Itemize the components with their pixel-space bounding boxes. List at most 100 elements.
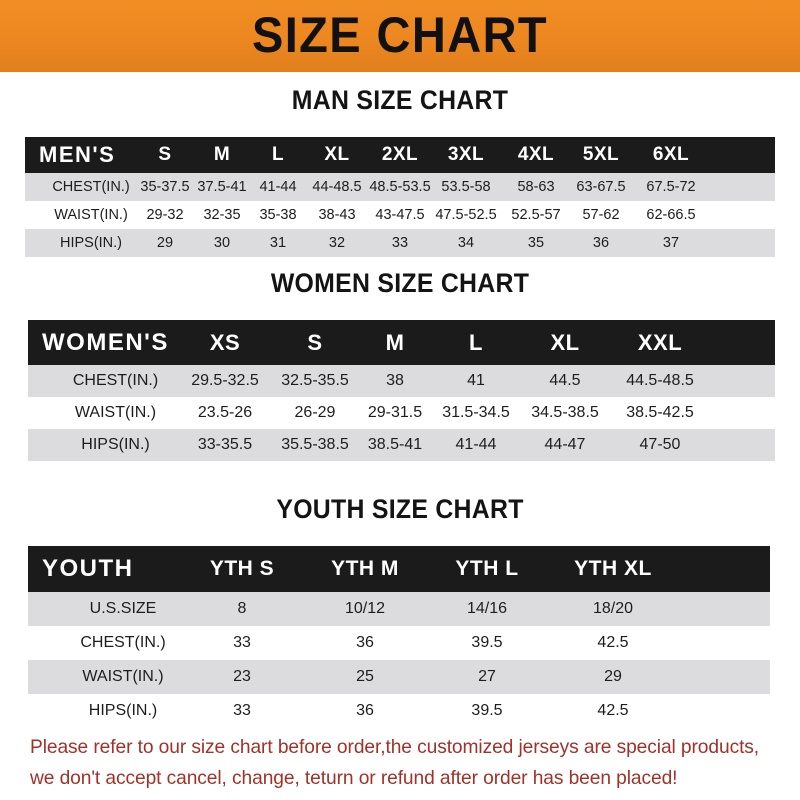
women-column-header: S (307, 329, 323, 355)
men-column-header: 5XL (582, 144, 620, 165)
women-size-chart-table: WOMEN'S XS S M L XL XXL CHEST(IN.) 29.5-32.5 32.5… (28, 320, 775, 461)
youth-row-label: U.S.SIZE (89, 600, 157, 617)
women-cell: 38.5-42.5 (626, 404, 694, 421)
youth-cell: 33 (233, 702, 251, 719)
women-cell: 34.5-38.5 (531, 404, 599, 421)
women-cell: 38.5-41 (367, 436, 423, 453)
men-cell: 38-43 (318, 207, 356, 223)
men-column-header: 3XL (447, 144, 485, 165)
women-cell: 32.5-35.5 (281, 372, 349, 389)
men-row-label: HIPS(IN.) (59, 235, 123, 251)
men-row: WAIST(IN.) 29-32 32-35 35-38 38-43 43-47.5 47.… (25, 201, 775, 229)
men-cell: 29 (156, 235, 174, 251)
women-row-label: CHEST(IN.) (72, 372, 159, 389)
men-column-header: 6XL (652, 144, 690, 165)
women-cell: 29-31.5 (367, 404, 423, 421)
youth-corner-label: YOUTH (42, 555, 134, 582)
youth-row-label: CHEST(IN.) (80, 634, 166, 651)
women-header-row: WOMEN'S XS S M L XL XXL (28, 320, 775, 365)
men-cell: 34 (457, 235, 475, 251)
men-cell: 37.5-41 (197, 179, 247, 195)
men-cell: 58-63 (517, 179, 555, 195)
page-title: SIZE CHART (251, 7, 549, 63)
youth-cell: 8 (237, 600, 247, 617)
women-row: CHEST(IN.) 29.5-32.5 32.5-35.5 38 41 44.5 44.5… (28, 365, 775, 397)
youth-cell: 25 (356, 668, 374, 685)
women-cell: 44-47 (544, 436, 586, 453)
men-size-chart-table: MEN'S S M L XL 2XL 3XL 4XL 5XL 6XL CHEST(IN.) 35-37… (25, 137, 775, 257)
youth-cell: 27 (478, 668, 496, 685)
youth-cell: 36 (356, 702, 374, 719)
youth-row: CHEST(IN.) 33 36 39.5 42.5 (28, 626, 770, 660)
men-column-header: XL (324, 144, 350, 165)
youth-row-label: HIPS(IN.) (88, 702, 158, 719)
women-cell: 41-44 (455, 436, 497, 453)
order-policy-note: Please refer to our size chart before or… (30, 732, 769, 794)
section-title-youth: YOUTH SIZE CHART (276, 494, 524, 524)
men-row-label: WAIST(IN.) (54, 207, 128, 223)
youth-size-chart-table: YOUTH YTH S YTH M YTH L YTH XL U.S.SIZE 8 10/12… (28, 546, 770, 728)
women-cell: 23.5-26 (197, 404, 253, 421)
women-cell: 31.5-34.5 (442, 404, 510, 421)
women-cell: 26-29 (294, 404, 336, 421)
women-cell: 35.5-38.5 (281, 436, 349, 453)
youth-cell: 42.5 (597, 634, 629, 651)
women-column-header: L (469, 329, 483, 355)
men-cell: 30 (213, 235, 231, 251)
youth-row: HIPS(IN.) 33 36 39.5 42.5 (28, 694, 770, 728)
youth-cell: 39.5 (471, 702, 503, 719)
youth-row-label: WAIST(IN.) (82, 668, 164, 685)
men-cell: 43-47.5 (375, 207, 425, 223)
men-cell: 53.5-58 (441, 179, 491, 195)
women-column-header: XL (550, 329, 580, 355)
men-cell: 35 (527, 235, 545, 251)
youth-column-header: YTH S (209, 557, 275, 580)
women-cell: 41 (467, 372, 485, 389)
men-column-header: 2XL (381, 144, 419, 165)
men-cell: 44-48.5 (312, 179, 362, 195)
youth-row: WAIST(IN.) 23 25 27 29 (28, 660, 770, 694)
men-column-header: L (271, 144, 285, 165)
men-cell: 29-32 (146, 207, 184, 223)
section-title-women: WOMEN SIZE CHART (270, 268, 530, 298)
women-cell: 29.5-32.5 (191, 372, 259, 389)
men-cell: 37 (662, 235, 680, 251)
men-cell: 35-37.5 (140, 179, 190, 195)
women-cell: 44.5-48.5 (626, 372, 694, 389)
men-cell: 35-38 (259, 207, 297, 223)
men-cell: 33 (391, 235, 409, 251)
women-column-header: XS (209, 329, 241, 355)
women-row: WAIST(IN.) 23.5-26 26-29 29-31.5 31.5-34.5 34… (28, 397, 775, 429)
women-cell: 38 (386, 372, 404, 389)
men-row: HIPS(IN.) 29 30 31 32 33 34 35 36 37 (25, 229, 775, 257)
women-row-label: WAIST(IN.) (74, 404, 157, 421)
youth-row: U.S.SIZE 8 10/12 14/16 18/20 (28, 592, 770, 626)
women-column-header: M (385, 329, 405, 355)
section-title-man: MAN SIZE CHART (291, 85, 509, 115)
men-cell: 32 (328, 235, 346, 251)
youth-column-header: YTH XL (574, 557, 652, 580)
youth-cell: 14/16 (466, 600, 508, 617)
men-cell: 31 (269, 235, 287, 251)
page-banner: SIZE CHART (0, 0, 800, 72)
order-policy-note-line-1: Please refer to our size chart before or… (30, 736, 760, 758)
youth-cell: 29 (604, 668, 622, 685)
youth-cell: 33 (233, 634, 251, 651)
youth-cell: 10/12 (344, 600, 386, 617)
men-row-label: CHEST(IN.) (52, 179, 130, 195)
men-column-header: 4XL (517, 144, 555, 165)
women-corner-label: WOMEN'S (42, 328, 169, 356)
men-column-header: S (158, 144, 172, 165)
youth-cell: 39.5 (471, 634, 503, 651)
men-cell: 36 (592, 235, 610, 251)
men-cell: 47.5-52.5 (435, 207, 497, 223)
youth-cell: 42.5 (597, 702, 629, 719)
men-cell: 62-66.5 (646, 207, 696, 223)
women-cell: 47-50 (639, 436, 681, 453)
youth-cell: 18/20 (592, 600, 634, 617)
men-row: CHEST(IN.) 35-37.5 37.5-41 41-44 44-48.5 48.5… (25, 173, 775, 201)
men-cell: 32-35 (203, 207, 241, 223)
men-column-header: M (213, 144, 231, 165)
order-policy-note-line-2: we don't accept cancel, change, teturn o… (30, 767, 678, 789)
women-cell: 44.5 (549, 372, 581, 389)
